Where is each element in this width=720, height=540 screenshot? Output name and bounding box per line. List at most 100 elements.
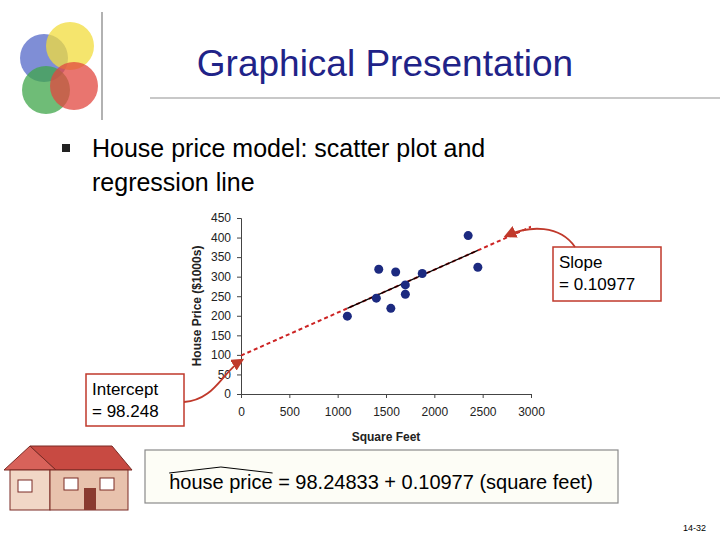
- house-window: [100, 478, 114, 490]
- logo-line: [101, 12, 103, 120]
- y-tick: 400: [211, 231, 241, 245]
- data-point: [386, 304, 395, 313]
- title: Graphical Presentation: [197, 43, 573, 84]
- annotation-text: = 0.10977: [559, 275, 635, 294]
- data-point: [401, 290, 410, 299]
- x-axis: 0 500 1000 1500 2000 2500 3000: [238, 394, 545, 419]
- y-tick-mark: [237, 335, 241, 336]
- x-tick-mark: [483, 394, 484, 398]
- logo: [20, 12, 102, 120]
- annotation-box: [553, 247, 661, 301]
- x-tick: 3000: [518, 394, 545, 419]
- equation-box: [145, 450, 618, 503]
- slide: Graphical Presentation House price model:…: [0, 0, 720, 540]
- equation-hat: [169, 467, 272, 473]
- annotation-arrow: [184, 360, 242, 402]
- x-tick-label: 1000: [325, 405, 352, 419]
- annotation-text: = 98.248: [92, 402, 159, 421]
- regression-line: [347, 250, 478, 308]
- y-tick-mark: [237, 374, 241, 375]
- house-icon: [4, 446, 132, 510]
- y-tick-label: 100: [211, 348, 231, 362]
- data-point: [391, 267, 400, 276]
- y-tick-mark: [237, 218, 241, 219]
- y-tick-label: 0: [224, 387, 231, 401]
- annotation-box: [86, 374, 184, 426]
- x-tick: 2000: [421, 394, 448, 419]
- annotation-text: Slope: [559, 253, 602, 272]
- x-tick: 2500: [470, 394, 497, 419]
- x-tick: 500: [280, 394, 300, 419]
- y-tick: 200: [211, 309, 241, 323]
- data-point: [464, 231, 473, 240]
- y-tick-label: 250: [211, 290, 231, 304]
- x-tick-mark: [434, 394, 435, 398]
- x-tick-label: 1500: [373, 405, 400, 419]
- data-point: [473, 263, 482, 272]
- house-body: [10, 470, 50, 510]
- x-tick-label: 2000: [421, 405, 448, 419]
- x-tick-label: 3000: [518, 405, 545, 419]
- y-tick-label: 400: [211, 231, 231, 245]
- y-tick: 450: [211, 211, 241, 225]
- x-tick-mark: [289, 394, 290, 398]
- y-tick-mark: [237, 238, 241, 239]
- x-tick-mark: [531, 394, 532, 398]
- subtitle: House price model: scatter plot and regre…: [92, 134, 485, 196]
- house-body: [50, 470, 128, 510]
- y-tick-mark: [237, 257, 241, 258]
- y-axis-title: House Price ($1000s): [190, 246, 204, 367]
- house-door: [84, 488, 96, 510]
- annotation: Intercept = 98.248: [86, 360, 242, 426]
- y-tick-label: 300: [211, 270, 231, 284]
- house-window: [18, 480, 32, 492]
- subtitle-line: regression line: [92, 168, 255, 196]
- x-tick-mark: [338, 394, 339, 398]
- x-tick-label: 500: [280, 405, 300, 419]
- x-axis-title: Square Feet: [352, 430, 421, 444]
- x-tick: 1500: [373, 394, 400, 419]
- subtitle-line: House price model: scatter plot and: [92, 134, 485, 162]
- y-tick-mark: [237, 355, 241, 356]
- y-axis-line: [237, 219, 242, 395]
- y-tick-label: 150: [211, 329, 231, 343]
- y-tick-mark: [237, 316, 241, 317]
- data-point: [401, 280, 410, 289]
- x-tick: 0: [238, 394, 245, 419]
- title-rule: [150, 97, 720, 99]
- house-window: [64, 478, 78, 490]
- x-tick: 1000: [325, 394, 352, 419]
- y-tick-label: 200: [211, 309, 231, 323]
- data-point: [418, 269, 427, 278]
- data-point: [374, 265, 383, 274]
- page-number: 14-32: [683, 523, 706, 533]
- regression-extension: [241, 227, 531, 356]
- y-tick-mark: [237, 296, 241, 297]
- annotation-arrow: [506, 229, 575, 247]
- y-tick: 0: [224, 387, 241, 401]
- y-tick-mark: [237, 394, 241, 395]
- plot-area: [241, 227, 531, 356]
- x-tick-mark: [241, 394, 242, 398]
- annotation-text: Intercept: [92, 380, 158, 399]
- annotation: Slope = 0.10977: [506, 229, 661, 301]
- y-tick: 150: [211, 329, 241, 343]
- data-point: [343, 312, 352, 321]
- y-tick: 250: [211, 290, 241, 304]
- data-point: [372, 294, 381, 303]
- x-tick-label: 0: [238, 405, 245, 419]
- x-tick-mark: [386, 394, 387, 398]
- bullet: [62, 144, 70, 152]
- y-axis: 050100150200250300350400450: [211, 211, 242, 401]
- logo-circle: [50, 62, 98, 110]
- y-tick-label: 450: [211, 211, 231, 225]
- y-tick: 100: [211, 348, 241, 362]
- x-tick-label: 2500: [470, 405, 497, 419]
- y-tick: 300: [211, 270, 241, 284]
- equation: house price = 98.24833 + 0.10977 (square…: [169, 471, 593, 493]
- y-tick: 350: [211, 250, 241, 264]
- y-tick-mark: [237, 277, 241, 278]
- x-axis-line: [242, 395, 532, 399]
- house-roof: [30, 446, 132, 470]
- y-tick-label: 350: [211, 250, 231, 264]
